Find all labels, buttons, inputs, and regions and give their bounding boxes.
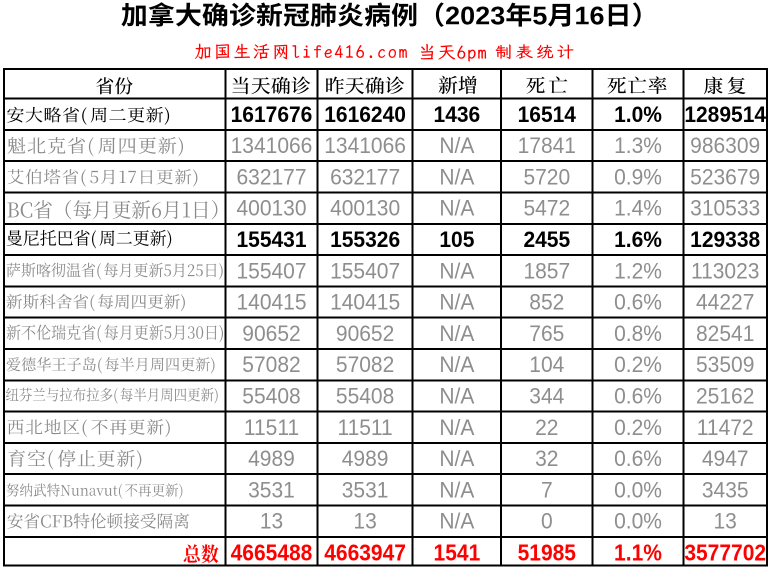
svg-text:13: 13 [353,508,376,534]
svg-text:32: 32 [535,445,558,471]
svg-text:0.0%: 0.0% [614,508,662,534]
svg-text:55408: 55408 [242,383,300,409]
svg-text:310533: 310533 [690,195,760,221]
svg-text:22: 22 [535,414,558,440]
svg-text:1.1%: 1.1% [614,539,662,565]
svg-text:N/A: N/A [439,383,474,409]
svg-text:N/A: N/A [439,445,474,471]
svg-text:N/A: N/A [439,414,474,440]
svg-text:0: 0 [541,508,553,534]
svg-text:1341066: 1341066 [231,132,313,158]
svg-text:N/A: N/A [439,289,474,315]
svg-text:632177: 632177 [236,164,306,190]
svg-text:13: 13 [714,508,737,534]
svg-text:N/A: N/A [439,258,474,284]
svg-text:1616240: 1616240 [324,101,406,127]
svg-text:1341066: 1341066 [324,132,406,158]
svg-text:1617676: 1617676 [231,101,313,127]
svg-text:0.6%: 0.6% [614,383,662,409]
svg-text:140415: 140415 [236,289,306,315]
svg-text:17841: 17841 [518,132,576,158]
svg-text:4947: 4947 [702,445,749,471]
svg-text:155407: 155407 [330,258,400,284]
svg-text:1.4%: 1.4% [614,195,662,221]
svg-text:0.0%: 0.0% [614,477,662,503]
svg-text:11472: 11472 [697,414,754,440]
svg-text:11511: 11511 [337,414,392,440]
svg-text:82541: 82541 [696,320,754,346]
svg-text:155431: 155431 [236,226,306,252]
svg-text:1436: 1436 [434,101,481,127]
svg-text:90652: 90652 [336,320,394,346]
svg-text:852: 852 [529,289,564,315]
svg-text:51985: 51985 [518,539,576,565]
svg-text:N/A: N/A [439,132,474,158]
svg-text:140415: 140415 [330,289,400,315]
svg-text:5720: 5720 [523,164,570,190]
svg-text:104: 104 [529,352,564,378]
svg-text:0.2%: 0.2% [614,414,662,440]
svg-text:7: 7 [541,477,553,503]
svg-text:0.6%: 0.6% [614,445,662,471]
svg-text:2455: 2455 [523,226,570,252]
svg-text:N/A: N/A [439,164,474,190]
svg-text:523679: 523679 [690,164,760,190]
svg-text:1.0%: 1.0% [614,101,662,127]
svg-text:90652: 90652 [242,320,300,346]
svg-text:3531: 3531 [248,477,295,503]
svg-text:765: 765 [529,320,564,346]
svg-text:25162: 25162 [696,383,754,409]
svg-text:3577702: 3577702 [684,539,766,565]
svg-text:344: 344 [529,383,564,409]
svg-text:0.2%: 0.2% [614,352,662,378]
svg-text:1541: 1541 [434,539,481,565]
svg-text:129338: 129338 [690,226,760,252]
svg-text:155326: 155326 [330,226,400,252]
svg-text:4665488: 4665488 [231,539,313,565]
svg-text:13: 13 [260,508,283,534]
svg-text:155407: 155407 [236,258,306,284]
svg-text:N/A: N/A [439,195,474,221]
svg-text:N/A: N/A [439,320,474,346]
svg-text:0.8%: 0.8% [614,320,662,346]
svg-text:0.9%: 0.9% [614,164,662,190]
svg-text:986309: 986309 [690,132,760,158]
svg-text:1289514: 1289514 [684,101,766,127]
svg-text:1857: 1857 [523,258,570,284]
svg-text:11511: 11511 [244,414,299,440]
svg-text:632177: 632177 [330,164,400,190]
svg-text:4989: 4989 [342,445,389,471]
svg-text:3531: 3531 [342,477,389,503]
svg-text:105: 105 [439,226,474,252]
svg-text:3435: 3435 [702,477,749,503]
svg-text:0.6%: 0.6% [614,289,662,315]
svg-text:1.6%: 1.6% [614,226,662,252]
svg-text:53509: 53509 [696,352,754,378]
svg-text:400130: 400130 [236,195,306,221]
svg-text:4989: 4989 [248,445,295,471]
svg-text:113023: 113023 [691,258,759,284]
svg-text:5472: 5472 [523,195,570,221]
svg-text:1.3%: 1.3% [614,132,662,158]
svg-text:N/A: N/A [439,508,474,534]
svg-text:4663947: 4663947 [324,539,406,565]
svg-text:55408: 55408 [336,383,394,409]
svg-text:16514: 16514 [518,101,576,127]
svg-text:57082: 57082 [242,352,300,378]
svg-text:400130: 400130 [330,195,400,221]
svg-text:1.2%: 1.2% [614,258,662,284]
svg-text:44227: 44227 [696,289,754,315]
svg-text:N/A: N/A [439,352,474,378]
svg-text:N/A: N/A [439,477,474,503]
svg-text:57082: 57082 [336,352,394,378]
